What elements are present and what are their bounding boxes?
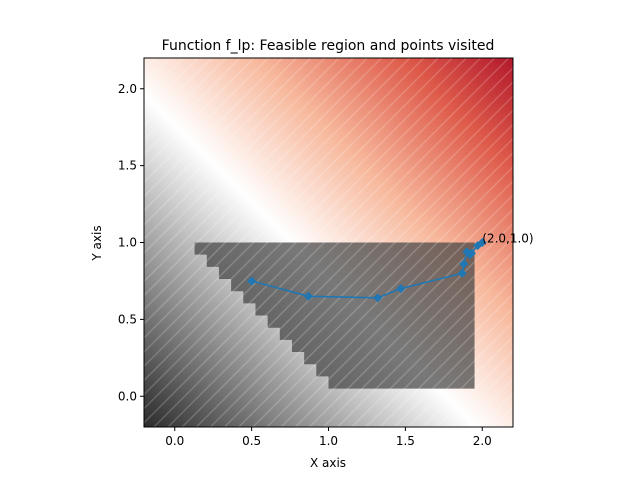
visited-point-marker	[304, 291, 314, 301]
point-annotation: (2.0,1.0)	[482, 232, 533, 246]
x-axis-ticks: 0.0 0.5 1.0 1.5 2.0	[165, 427, 492, 448]
x-axis-label: X axis	[310, 456, 346, 470]
visited-point-marker	[396, 284, 406, 294]
x-tick-label: 0.5	[242, 434, 261, 448]
x-tick-label: 2.0	[473, 434, 492, 448]
visited-point-marker	[459, 259, 469, 269]
feasible-region	[182, 242, 475, 389]
y-tick-label: 1.0	[118, 236, 137, 250]
visited-point-marker	[466, 248, 476, 258]
y-tick-label: 1.5	[118, 159, 137, 173]
feasible-region-hatch	[182, 242, 475, 389]
y-tick-label: 2.0	[118, 82, 137, 96]
visited-point-marker	[247, 276, 257, 286]
y-axis-ticks: 0.0 0.5 1.0 1.5 2.0	[118, 82, 144, 403]
y-axis-label: Y axis	[90, 225, 104, 261]
annotation-layer: (2.0,1.0)	[482, 232, 533, 246]
y-tick-label: 0.5	[118, 312, 137, 326]
visited-point-marker	[457, 268, 467, 278]
chart-title: Function f_lp: Feasible region and point…	[162, 38, 495, 54]
x-tick-label: 0.0	[165, 434, 184, 448]
series-layer	[247, 238, 487, 303]
x-tick-label: 1.0	[319, 434, 338, 448]
visited-point-marker	[477, 238, 487, 247]
visited-point-marker	[373, 293, 383, 303]
x-tick-label: 1.5	[396, 434, 415, 448]
y-tick-label: 0.0	[118, 389, 137, 403]
